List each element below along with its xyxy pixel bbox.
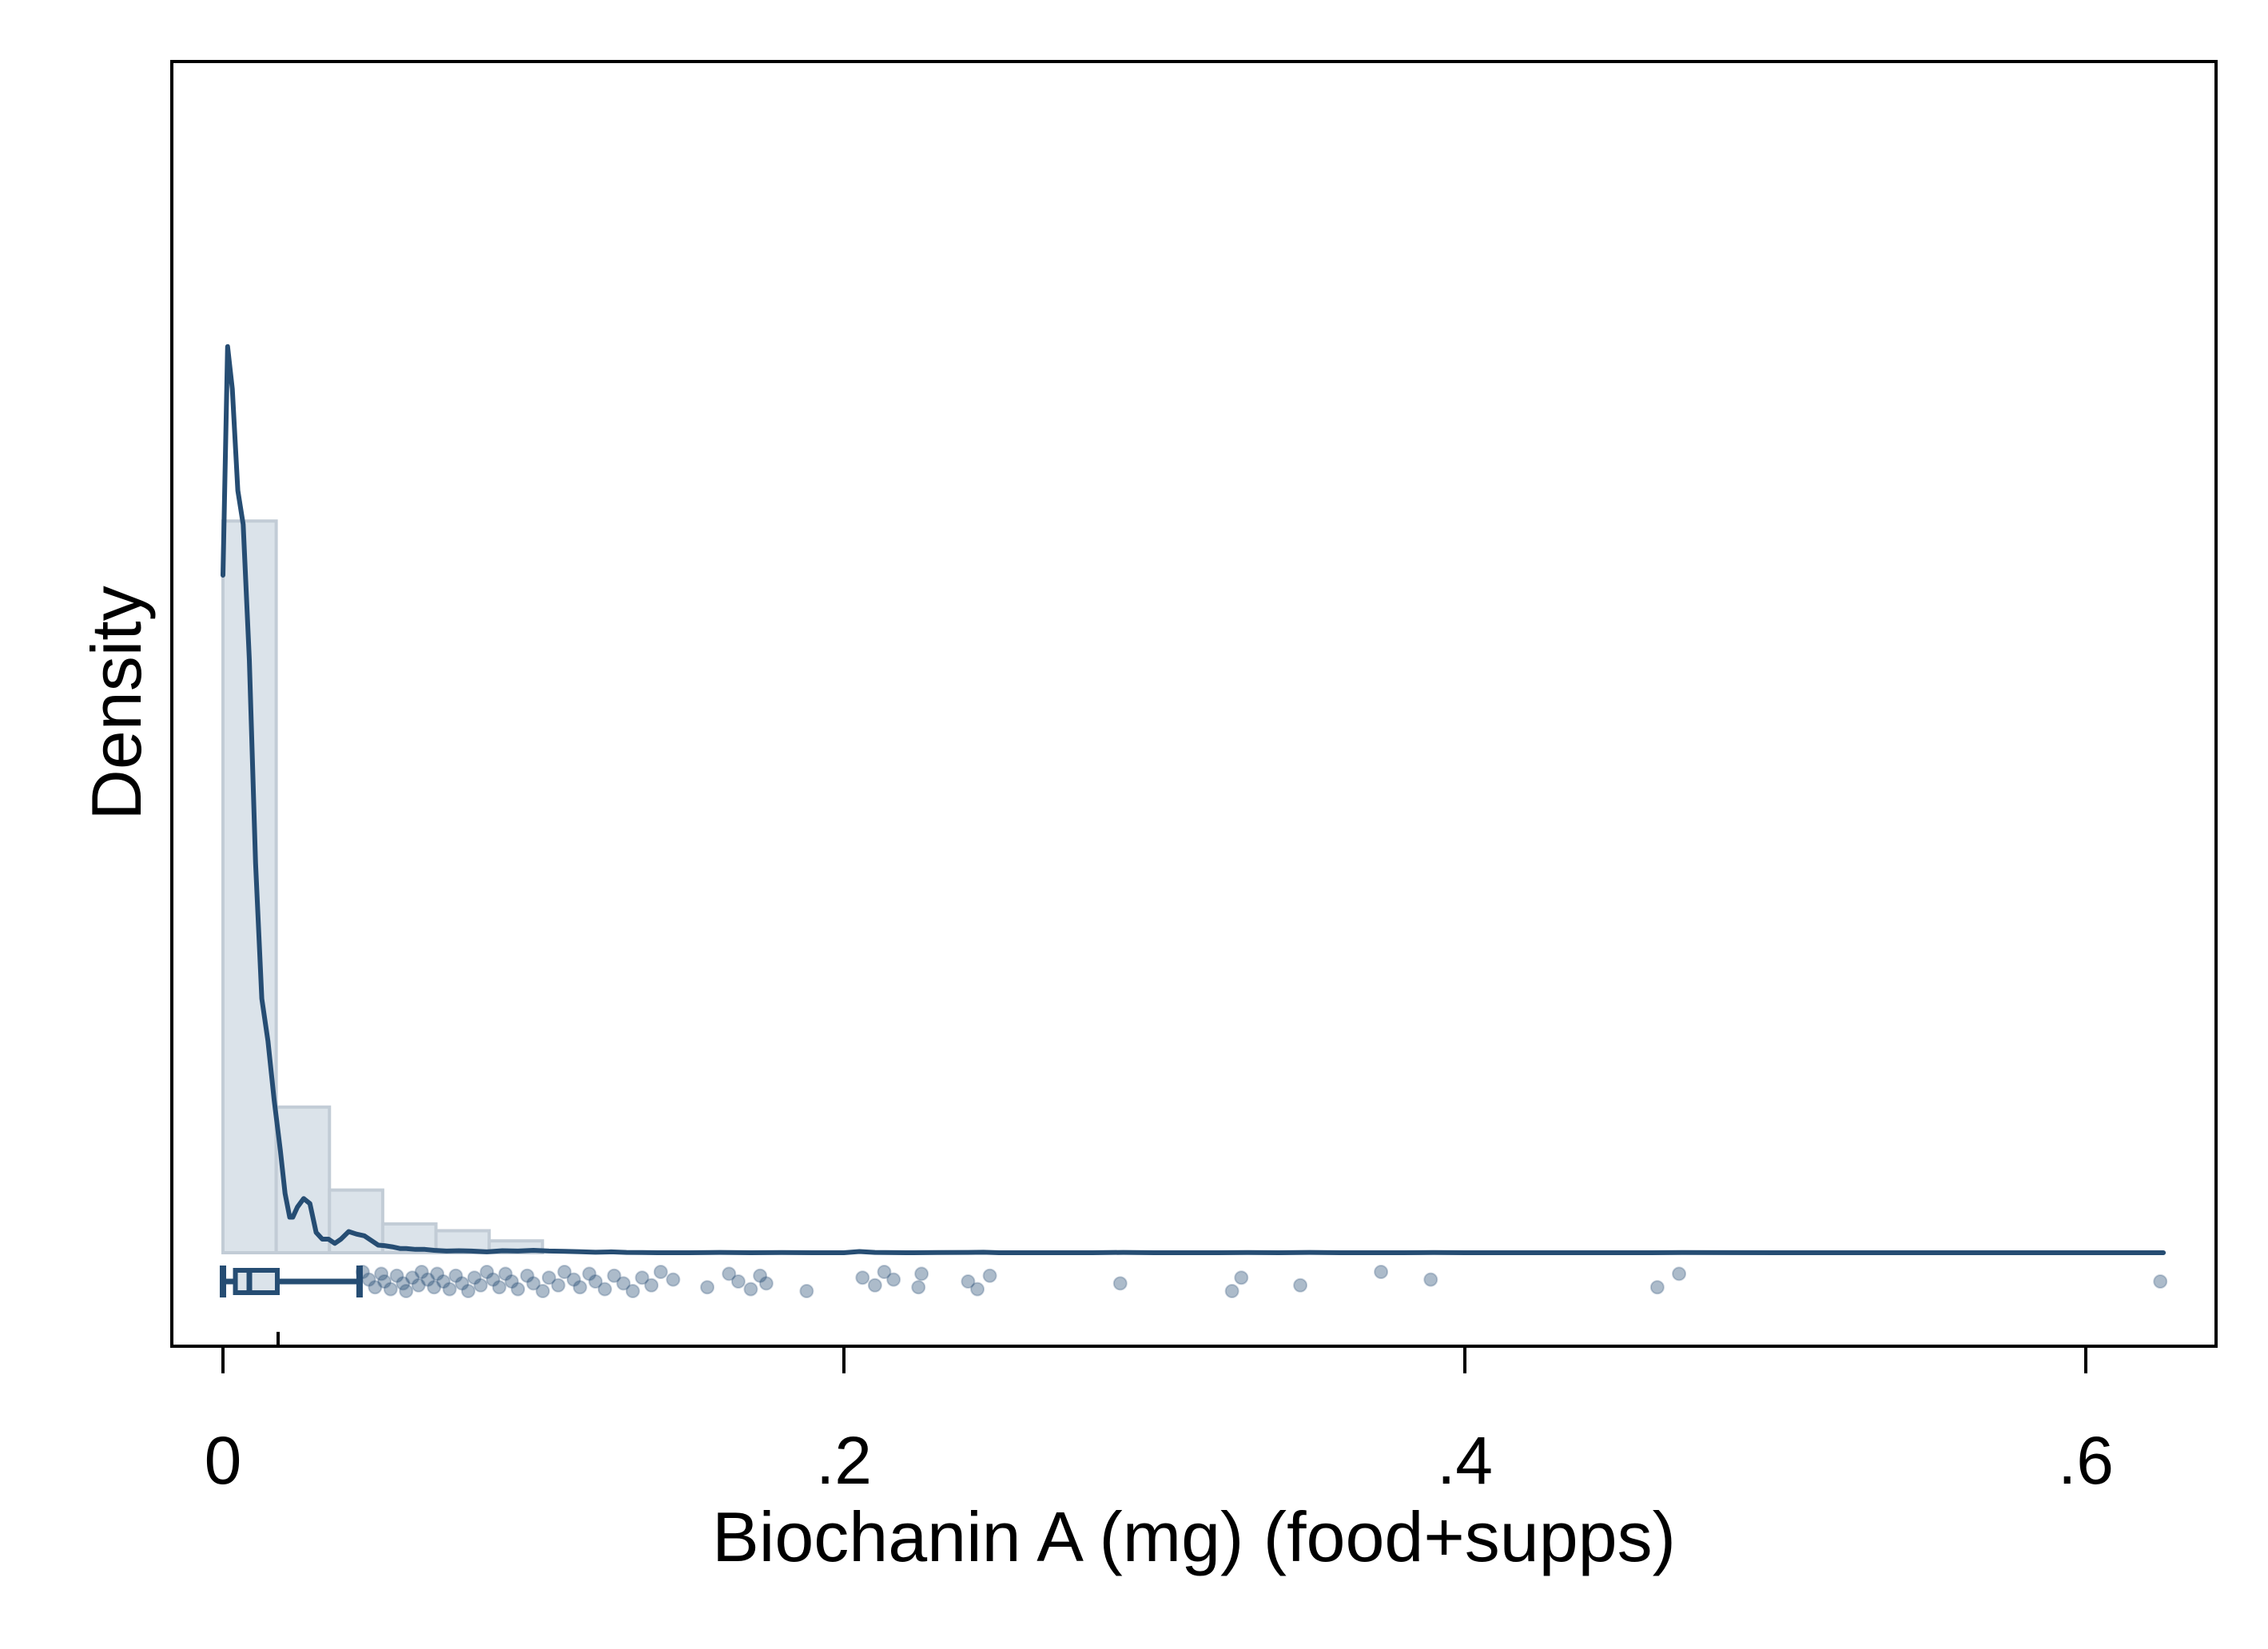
outlier-dot	[1424, 1274, 1437, 1286]
outlier-dot	[493, 1281, 506, 1293]
outlier-dot	[744, 1283, 757, 1296]
outlier-dot	[1235, 1271, 1247, 1284]
outlier-dot	[552, 1279, 565, 1292]
outlier-dot	[1294, 1279, 1307, 1292]
outlier-dot	[574, 1281, 587, 1293]
outlier-dot	[444, 1283, 456, 1296]
outlier-dot	[645, 1279, 658, 1292]
outlier-dot	[536, 1285, 549, 1297]
outlier-dot	[2154, 1275, 2167, 1288]
outlier-dot	[1673, 1267, 1685, 1280]
outlier-dot	[1114, 1277, 1127, 1289]
y-axis-title: Density	[77, 586, 156, 820]
outlier-dot	[474, 1279, 487, 1292]
outlier-dot	[984, 1270, 997, 1282]
outlier-dot	[701, 1281, 714, 1293]
outlier-dot	[732, 1275, 745, 1288]
x-tick-label: .6	[2058, 1423, 2114, 1498]
outlier-dot	[599, 1283, 611, 1296]
outlier-dot	[915, 1267, 928, 1280]
x-axis-title: Biochanin A (mg) (food+supps)	[712, 1497, 1676, 1576]
outlier-dot	[971, 1283, 984, 1296]
outlier-dot	[511, 1283, 524, 1296]
x-tick-label: .4	[1437, 1423, 1493, 1498]
outlier-dot	[627, 1285, 639, 1297]
outlier-dot	[1226, 1285, 1239, 1297]
outlier-dot	[1375, 1266, 1387, 1278]
outlier-dot	[462, 1285, 475, 1297]
x-tick-label: .2	[816, 1423, 872, 1498]
outlier-dot	[384, 1283, 397, 1296]
outlier-dot	[912, 1281, 925, 1293]
outlier-dot	[800, 1285, 813, 1297]
outlier-dot	[856, 1271, 869, 1284]
outlier-dot	[760, 1277, 773, 1289]
boxplot-box	[236, 1270, 277, 1293]
outlier-dot	[400, 1285, 412, 1297]
outlier-dot	[666, 1274, 679, 1286]
outlier-dot	[887, 1274, 900, 1286]
x-tick-label: 0	[205, 1423, 242, 1498]
outlier-dot	[1651, 1281, 1664, 1293]
outlier-dot	[655, 1266, 667, 1278]
outlier-dot	[869, 1279, 881, 1292]
